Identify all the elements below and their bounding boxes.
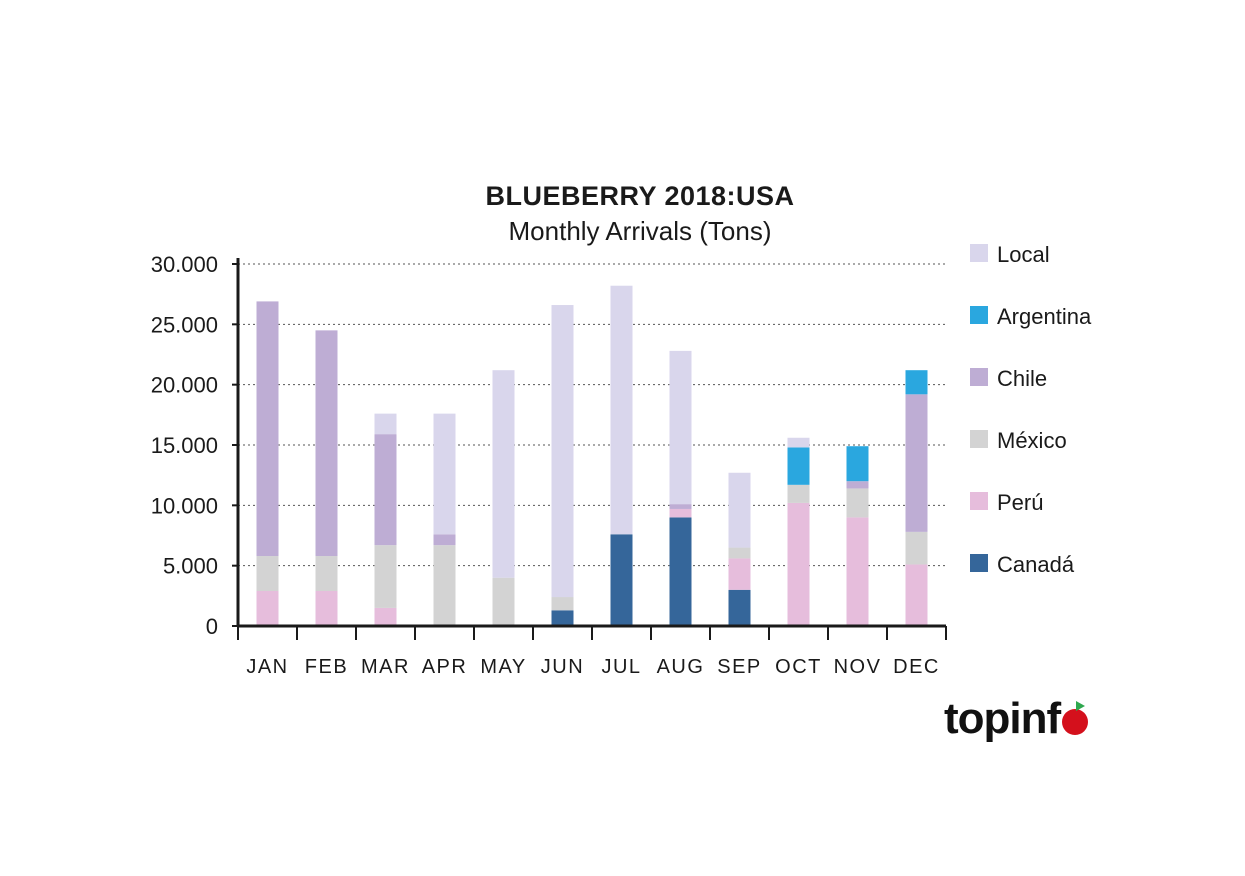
bar-segment — [728, 589, 751, 626]
legend-swatch — [970, 244, 988, 262]
bar-segment — [374, 607, 397, 626]
bar-segment — [787, 502, 810, 626]
bar-segment — [315, 591, 338, 626]
legend-label: Canadá — [997, 552, 1075, 577]
y-tick-labels: 0 5.000 10.000 15.000 20.000 25.000 30.000 — [151, 252, 218, 639]
legend-label: Local — [997, 242, 1050, 267]
bar-segment — [905, 394, 928, 532]
bar-segment — [905, 370, 928, 395]
x-tick-label: JUL — [601, 656, 641, 678]
x-tick-label: MAY — [480, 656, 526, 678]
bar-segment — [610, 285, 633, 535]
bar-segment — [846, 488, 869, 518]
y-tick-label: 25.000 — [151, 312, 218, 337]
x-tick-label: NOV — [834, 656, 882, 678]
bar-segment — [315, 330, 338, 557]
y-tick-label: 20.000 — [151, 373, 218, 398]
bar-segment — [669, 350, 692, 505]
legend-label: Perú — [997, 490, 1043, 515]
legend-label: Chile — [997, 366, 1047, 391]
bar-segment — [256, 301, 279, 557]
x-tick-label: JUN — [541, 656, 584, 678]
axes — [232, 258, 947, 640]
bar-segment — [846, 481, 869, 489]
bar-segment — [492, 577, 515, 626]
legend-label: México — [997, 428, 1067, 453]
legend: Local Argentina Chile México Perú Canadá — [970, 242, 1092, 577]
bar-segment — [846, 446, 869, 482]
x-tick-label: MAR — [361, 656, 410, 678]
y-tick-label: 10.000 — [151, 493, 218, 518]
x-tick-label: APR — [422, 656, 468, 678]
topinfo-logo: topinf — [944, 694, 1089, 744]
bar-segment — [256, 591, 279, 626]
legend-swatch — [970, 430, 988, 448]
chart-subtitle: Monthly Arrivals (Tons) — [508, 216, 772, 246]
bar-segment — [610, 534, 633, 626]
bar-segment — [669, 504, 692, 509]
bar-segment — [551, 597, 574, 611]
bar-segment — [374, 434, 397, 546]
bar-segment — [669, 517, 692, 626]
bar-segment — [728, 547, 751, 559]
bar-segment — [433, 545, 456, 626]
bar-segment — [728, 558, 751, 590]
bar-segment — [551, 305, 574, 598]
y-tick-label: 5.000 — [163, 554, 218, 579]
gridlines — [238, 263, 946, 567]
legend-swatch — [970, 306, 988, 324]
bars — [256, 285, 928, 626]
bar-segment — [256, 556, 279, 592]
bar-segment — [787, 447, 810, 485]
bar-segment — [905, 564, 928, 626]
legend-swatch — [970, 554, 988, 572]
chart-title: BLUEBERRY 2018:USA — [485, 181, 795, 211]
bar-segment — [433, 534, 456, 546]
legend-label: Argentina — [997, 304, 1092, 329]
apple-icon — [1062, 701, 1089, 735]
bar-segment — [374, 545, 397, 608]
x-tick-label: OCT — [775, 656, 822, 678]
bar-segment — [315, 556, 338, 592]
bar-segment — [433, 413, 456, 535]
bar-segment — [787, 484, 810, 503]
x-tick-label: FEB — [305, 656, 348, 678]
legend-swatch — [970, 492, 988, 510]
bar-segment — [492, 370, 515, 578]
bar-segment — [551, 610, 574, 626]
x-tick-labels: JAN FEB MAR APR MAY JUN JUL AUG SEP OCT NOV DEC — [246, 656, 940, 678]
y-tick-label: 15.000 — [151, 433, 218, 458]
y-tick-label: 30.000 — [151, 252, 218, 277]
bar-segment — [787, 437, 810, 448]
x-tick-label: DEC — [893, 656, 940, 678]
y-tick-label: 0 — [206, 614, 218, 639]
x-tick-label: JAN — [246, 656, 288, 678]
x-tick-label: AUG — [657, 656, 705, 678]
bar-segment — [905, 531, 928, 565]
legend-swatch — [970, 368, 988, 386]
bar-segment — [728, 472, 751, 548]
bar-segment — [669, 508, 692, 518]
logo-text: topinf — [944, 694, 1061, 743]
x-tick-label: SEP — [717, 656, 762, 678]
bar-segment — [846, 517, 869, 626]
bar-segment — [374, 413, 397, 435]
